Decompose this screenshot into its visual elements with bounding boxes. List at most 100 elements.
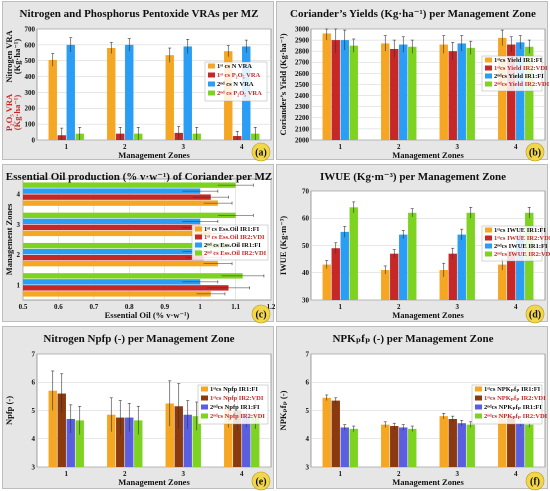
panel-letter-badge <box>251 471 271 491</box>
x-tick-label: 1.2 <box>267 303 276 311</box>
legend-swatch <box>475 404 482 410</box>
y-tick-label: 400 <box>25 73 36 81</box>
bar <box>466 424 475 467</box>
chart-c: Essential Oil production (% v·w⁻¹) of Co… <box>4 171 276 324</box>
y-tick-label: 600 <box>25 41 36 49</box>
x-tick-label: 3 <box>182 143 186 151</box>
legend-label: 2ⁿᵈcs Yield IR2:VDI <box>494 81 550 88</box>
bar <box>448 418 457 467</box>
x-axis-label: Management Zones <box>392 150 464 160</box>
bar <box>498 413 507 467</box>
y-tick-label: 2700 <box>295 59 310 67</box>
y-tick-label: 3000 <box>295 25 310 33</box>
x-tick-label: 0.8 <box>125 303 134 311</box>
y-tick-label: 2300 <box>295 103 310 111</box>
legend-label: 2ⁿᵈ cs P₂O₅ VRA <box>217 90 262 97</box>
bar <box>399 234 408 300</box>
legend-swatch <box>485 57 492 63</box>
bar <box>165 55 174 140</box>
bar <box>192 416 201 467</box>
legend-label: 2ⁿᵈcs IWUE IR2:VDI <box>494 251 550 258</box>
legend-label: 1ˢᵗcs Yield IR2:VDI <box>494 65 548 72</box>
y-tick-label: 700 <box>25 25 36 33</box>
x-tick-label: 2 <box>123 470 127 478</box>
panel-letter: (e) <box>255 477 266 488</box>
panel-a: Nitrogen and Phosphorus Pentoxide VRAs p… <box>2 1 274 162</box>
legend-label: 1ˢᵗcs IWUE IR2:VDI <box>494 235 550 242</box>
y-tick-label: 2100 <box>295 125 310 133</box>
bar <box>23 242 229 249</box>
legend-swatch <box>208 81 215 87</box>
bar <box>23 182 236 188</box>
bar <box>525 46 534 141</box>
x-tick-label: 2 <box>397 470 401 478</box>
bar <box>23 188 201 194</box>
legend-swatch <box>208 72 215 78</box>
y-tick-label: 500 <box>25 57 36 65</box>
bar <box>23 273 243 279</box>
chart-a: Nitrogen and Phosphorus Pentoxide VRAs p… <box>4 8 272 162</box>
y-tick-label: 2400 <box>295 92 310 100</box>
chart-title: Essential Oil production (% v·w⁻¹) of Co… <box>6 171 272 183</box>
legend-label: 2ⁿᵈcs NPKₚfₚ IR2:VDI <box>484 413 548 420</box>
x-tick-label: 4 <box>240 143 244 151</box>
y-tick-label: 40 <box>302 269 310 277</box>
bar <box>23 260 218 267</box>
legend-label: 1ˢᵗcs NPKₚfₚ IR2:VDI <box>484 395 546 402</box>
y-tick-label: 2900 <box>295 37 310 45</box>
bar <box>242 413 251 467</box>
legend-label: 1ˢᵗcs Yield IR1:FI <box>494 57 543 64</box>
y-tick-label: 5 <box>32 407 36 415</box>
x-tick-label: 3 <box>456 143 460 151</box>
legend-box <box>197 384 269 425</box>
bar <box>23 279 201 285</box>
x-tick-label: 4 <box>514 303 518 311</box>
bar <box>498 264 507 300</box>
y-tick-label: 0 <box>32 136 36 144</box>
bar <box>408 428 417 467</box>
y-tick-label: 4 <box>306 435 310 443</box>
bar <box>183 414 192 467</box>
bar <box>224 407 233 467</box>
bar <box>23 230 211 237</box>
bar <box>381 43 390 140</box>
y-tick-label: 30 <box>302 296 310 304</box>
y-tick-label: 1 <box>17 281 21 289</box>
bar <box>331 248 340 300</box>
bar <box>107 414 116 467</box>
bar <box>165 403 174 467</box>
legend-swatch <box>201 395 208 401</box>
legend-label: 1ˢᵗcs NPKₚfₚ IR1:FI <box>484 386 541 393</box>
x-axis-label: Essential Oil (% v·w⁻¹) <box>105 310 190 320</box>
bar <box>23 291 211 297</box>
y-tick-label: 6 <box>32 379 36 387</box>
bar <box>340 40 349 140</box>
y-tick-label: 60 <box>302 215 310 223</box>
panel-d: IWUE (Kg·m⁻³) per Management Zone 30 40 50 6… <box>276 164 550 324</box>
x-tick-label: 1.1 <box>231 303 240 311</box>
bar <box>125 417 134 467</box>
bar <box>125 44 134 140</box>
bar <box>457 423 466 467</box>
bar <box>457 234 466 300</box>
bar <box>23 285 229 291</box>
legend-swatch <box>475 395 482 401</box>
bar <box>439 270 448 300</box>
bar <box>66 418 75 467</box>
bar <box>48 390 57 467</box>
legend-swatch <box>195 234 202 240</box>
x-tick-label: 2 <box>123 143 127 151</box>
bar <box>322 264 331 300</box>
bar <box>466 47 475 141</box>
y-tick-label: 4 <box>17 191 21 199</box>
x-tick-label: 4 <box>240 470 244 478</box>
y-axis-label: NPKₚfₚ (-) <box>278 390 288 430</box>
panel-letter-badge <box>525 142 545 162</box>
chart-f: NPKₚfₚ (-) per Management Zone 3 4 5 6 7 1 2 3 4 M… <box>278 333 548 491</box>
y-tick-label: 70 <box>302 187 310 195</box>
legend-swatch <box>485 227 492 233</box>
y-tick-label: 3 <box>306 463 310 471</box>
bar <box>251 414 260 467</box>
panel-letter: (c) <box>255 310 266 321</box>
bar <box>48 59 57 140</box>
